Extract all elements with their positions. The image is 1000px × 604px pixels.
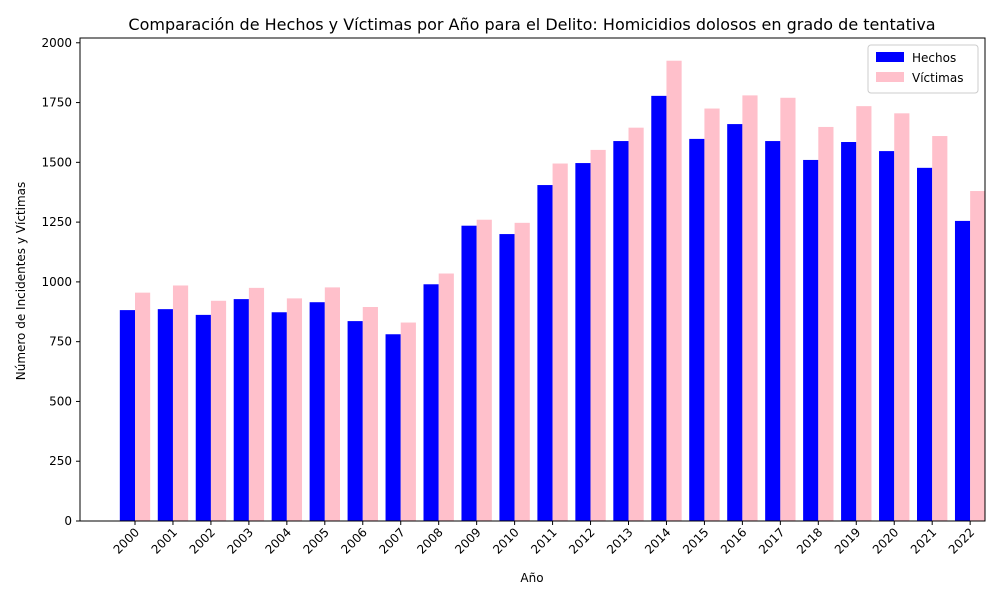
y-tick-label: 1000	[41, 275, 72, 289]
bar-hechos-2013	[613, 141, 629, 521]
bar-victimas-2003	[248, 287, 265, 521]
x-tick-label: 2021	[908, 525, 939, 556]
y-tick-label: 750	[49, 335, 72, 349]
y-tick-label: 2000	[41, 36, 72, 50]
bar-hechos-2011	[537, 185, 553, 521]
bars-layer	[119, 60, 986, 522]
bar-hechos-2002	[195, 314, 211, 521]
x-tick-label: 2016	[718, 525, 749, 556]
bar-victimas-2006	[362, 306, 378, 521]
x-tick-label: 2020	[870, 525, 901, 556]
bar-hechos-2015	[689, 138, 705, 521]
legend: Hechos Víctimas	[867, 44, 979, 94]
bar-victimas-2010	[514, 222, 530, 522]
x-tick-label: 2000	[111, 525, 142, 556]
y-tick-label: 500	[49, 394, 72, 408]
bar-hechos-2019	[841, 142, 857, 521]
y-tick-label: 1250	[41, 215, 72, 229]
bar-victimas-2022	[970, 191, 986, 521]
bar-hechos-2000	[119, 310, 135, 521]
bar-hechos-2004	[271, 312, 287, 521]
x-tick-label: 2012	[566, 525, 597, 556]
x-tick-label: 2009	[452, 525, 483, 556]
y-tick-label: 1500	[41, 155, 72, 169]
bar-hechos-2008	[423, 284, 439, 521]
bar-hechos-2014	[651, 95, 667, 522]
y-tick-label: 250	[49, 454, 72, 468]
bar-victimas-2018	[818, 126, 834, 521]
x-tick-label: 2004	[262, 525, 293, 556]
bar-victimas-2011	[552, 163, 568, 522]
y-tick-label: 0	[64, 514, 72, 528]
x-tick-label: 2008	[414, 525, 445, 556]
bar-hechos-2012	[575, 163, 591, 521]
bar-hechos-2022	[954, 220, 971, 521]
bar-hechos-2007	[385, 334, 401, 521]
x-tick-label: 2002	[187, 525, 218, 556]
x-tick-label: 2018	[794, 525, 825, 556]
bar-victimas-2014	[666, 60, 682, 522]
bar-victimas-2013	[628, 127, 644, 522]
x-tick-label: 2010	[490, 525, 521, 556]
bar-hechos-2006	[347, 321, 363, 521]
bar-victimas-2021	[932, 136, 948, 521]
bar-hechos-2020	[879, 151, 895, 521]
bar-hechos-2016	[727, 124, 743, 521]
bar-hechos-2009	[461, 225, 477, 521]
y-tick-label: 1750	[41, 96, 72, 110]
bar-victimas-2005	[324, 287, 340, 521]
legend-label: Hechos	[912, 51, 956, 65]
bar-victimas-2007	[400, 322, 416, 521]
bar-hechos-2005	[309, 302, 325, 521]
bar-victimas-2016	[742, 95, 758, 521]
plot-frame	[79, 37, 986, 522]
x-tick-label: 2017	[756, 525, 787, 556]
bar-hechos-2010	[499, 234, 515, 521]
bar-hechos-2001	[157, 309, 173, 521]
chart-title: Comparación de Hechos y Víctimas por Año…	[128, 15, 935, 34]
bar-victimas-2012	[590, 149, 606, 522]
x-tick-label: 2011	[528, 525, 559, 556]
x-tick-label: 2006	[338, 525, 369, 556]
x-tick-label: 2003	[225, 525, 256, 556]
legend-swatch	[876, 52, 904, 62]
bar-victimas-2015	[704, 108, 720, 521]
x-tick-label: 2001	[149, 525, 180, 556]
x-tick-label: 2013	[604, 525, 635, 556]
x-tick-label: 2019	[832, 525, 863, 556]
legend-label: Víctimas	[912, 71, 963, 85]
bar-hechos-2017	[765, 141, 781, 521]
bar-victimas-2019	[856, 106, 872, 521]
x-tick-label: 2007	[376, 525, 407, 556]
bar-victimas-2004	[286, 298, 303, 521]
x-tick-label: 2015	[680, 525, 711, 556]
x-axis-label: Año	[520, 571, 543, 585]
bar-victimas-2008	[438, 273, 454, 521]
bar-victimas-2002	[210, 300, 227, 521]
bar-hechos-2021	[917, 167, 933, 522]
bar-victimas-2001	[172, 285, 189, 521]
x-tick-label: 2014	[642, 525, 673, 556]
bar-victimas-2017	[780, 97, 796, 522]
bar-victimas-2009	[476, 219, 492, 521]
bar-victimas-2000	[135, 292, 151, 521]
x-tick-label: 2005	[300, 525, 331, 556]
bar-hechos-2018	[803, 159, 819, 521]
y-axis-label: Número de Incidentes y Víctimas	[14, 182, 28, 381]
x-tick-label: 2022	[946, 525, 977, 556]
bar-hechos-2003	[233, 299, 249, 521]
legend-swatch	[876, 72, 904, 82]
bar-victimas-2020	[894, 113, 910, 521]
